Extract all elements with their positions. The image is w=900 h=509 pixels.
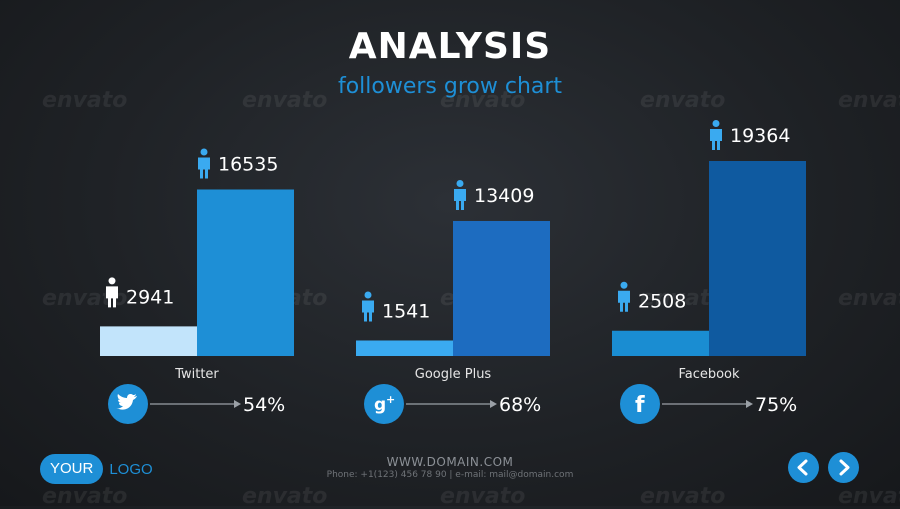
bar-current (709, 161, 806, 356)
footer-domain: WWW.DOMAIN.COM (386, 455, 514, 469)
person-icon (362, 291, 374, 322)
bar-current (453, 220, 550, 356)
prev-slide-button[interactable] (788, 452, 819, 483)
brand-logo: YOUR LOGO (40, 453, 153, 485)
growth-arrow-head (490, 400, 497, 408)
person-icon (454, 179, 466, 210)
facebook-glyph: f (635, 393, 645, 418)
person-icon (618, 281, 630, 312)
growth-percent: 75% (755, 394, 797, 416)
category-label: Twitter (174, 367, 219, 382)
value-label: 2941 (126, 286, 174, 308)
twitter-glyph (115, 394, 137, 410)
category-label: Facebook (678, 367, 740, 382)
google-plus-glyph-plus: + (386, 393, 395, 406)
page-subtitle: followers grow chart (337, 74, 563, 99)
chevron-right-icon (839, 459, 850, 476)
next-slide-button[interactable] (828, 452, 859, 483)
logo-primary: YOUR (40, 454, 104, 484)
growth-percent: 54% (243, 394, 285, 416)
growth-percent: 68% (499, 394, 541, 416)
person-icon (198, 148, 210, 179)
value-label: 13409 (474, 185, 534, 207)
value-label: 1541 (382, 300, 430, 322)
page-title: ANALYSIS (348, 26, 552, 67)
growth-arrow-head (234, 400, 241, 408)
bar-previous (356, 340, 453, 356)
value-label: 2508 (638, 291, 686, 313)
chevron-left-icon (797, 459, 808, 476)
bar-current (197, 189, 294, 356)
person-icon (710, 120, 722, 150)
facebook-icon[interactable] (620, 384, 660, 424)
value-label: 16535 (218, 153, 278, 175)
bar-previous (612, 330, 709, 356)
growth-arrow-head (746, 400, 753, 408)
footer-contact: Phone: +1(123) 456 78 90 | e-mail: mail@… (326, 470, 574, 480)
logo-secondary: LOGO (109, 460, 153, 478)
bar-previous (100, 326, 197, 356)
category-label: Google Plus (415, 367, 492, 382)
person-icon (106, 277, 118, 308)
value-label: 19364 (730, 125, 790, 147)
google-plus-glyph: g (374, 395, 386, 415)
google-plus-icon[interactable] (364, 384, 404, 424)
